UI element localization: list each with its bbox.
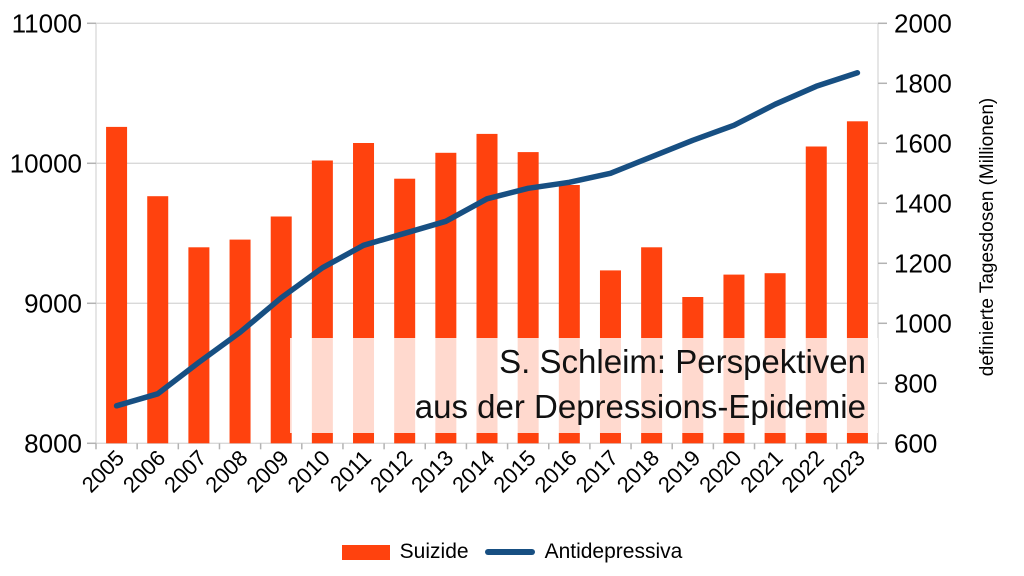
x-axis-year-label: 2014 xyxy=(447,445,499,497)
suizide-swatch xyxy=(341,544,390,560)
caption-overlay-box: S. Schleim: Perspektiven aus der Depress… xyxy=(290,338,878,433)
x-axis-year-label: 2009 xyxy=(241,445,293,497)
antidepressiva-legend-label: Antidepressiva xyxy=(544,540,683,563)
x-axis-year-label: 2015 xyxy=(488,445,540,497)
bar-2009 xyxy=(270,216,292,444)
bar-2007 xyxy=(188,247,210,444)
left-axis-tick-label: 10000 xyxy=(10,148,82,178)
legend-item-antidepressiva: Antidepressiva xyxy=(484,540,683,564)
bar-2006 xyxy=(147,196,169,444)
legend-item-suizide: Suizide xyxy=(341,540,469,564)
x-axis-year-label: 2012 xyxy=(365,445,417,497)
x-axis-year-label: 2005 xyxy=(77,445,129,497)
right-axis-tick-label: 1200 xyxy=(894,248,952,278)
right-axis-tick-label: 1800 xyxy=(894,68,952,98)
antidepressiva-line xyxy=(113,70,861,409)
legend: Suizide Antidepressiva xyxy=(0,537,1024,567)
left-axis-tick-label: 8000 xyxy=(24,428,82,458)
x-axis-year-label: 2022 xyxy=(777,445,829,497)
caption-line-1: S. Schleim: Perspektiven xyxy=(499,343,866,380)
suizide-legend-label: Suizide xyxy=(399,540,469,563)
right-axis-tick-label: 2000 xyxy=(894,8,952,38)
bar-2005 xyxy=(106,126,128,444)
x-axis-year-label: 2013 xyxy=(406,445,458,497)
x-axis-year-label: 2008 xyxy=(200,445,252,497)
x-axis-year-label: 2018 xyxy=(612,445,664,497)
x-axis-year-label: 2006 xyxy=(118,445,170,497)
right-axis-tick-label: 800 xyxy=(894,368,937,398)
left-axis-tick-label: 9000 xyxy=(24,288,82,318)
caption-line-2: aus der Depressions-Epidemie xyxy=(414,388,866,425)
right-axis-tick-label: 1400 xyxy=(894,188,952,218)
right-axis-title: definierte Tagesdosen (Millionen) xyxy=(977,97,998,377)
x-axis-year-label: 2023 xyxy=(818,445,870,497)
x-axis-year-label: 2011 xyxy=(325,445,376,496)
x-axis-year-label: 2017 xyxy=(571,445,623,497)
x-axis-year-label: 2016 xyxy=(530,445,582,497)
bar-2008 xyxy=(229,239,251,444)
right-axis-tick-label: 1600 xyxy=(894,128,952,158)
x-axis-year-label: 2019 xyxy=(653,445,705,497)
right-axis-tick-label: 1000 xyxy=(894,308,952,338)
x-axis-year-label: 2007 xyxy=(159,445,211,497)
antidepressiva-swatch xyxy=(484,549,535,555)
x-axis-year-label: 2010 xyxy=(283,445,335,497)
left-axis-tick-label: 11000 xyxy=(12,8,82,38)
x-axis-year-label: 2020 xyxy=(694,445,746,497)
right-axis-tick-label: 600 xyxy=(894,428,937,458)
x-axis-year-label: 2021 xyxy=(735,445,787,497)
